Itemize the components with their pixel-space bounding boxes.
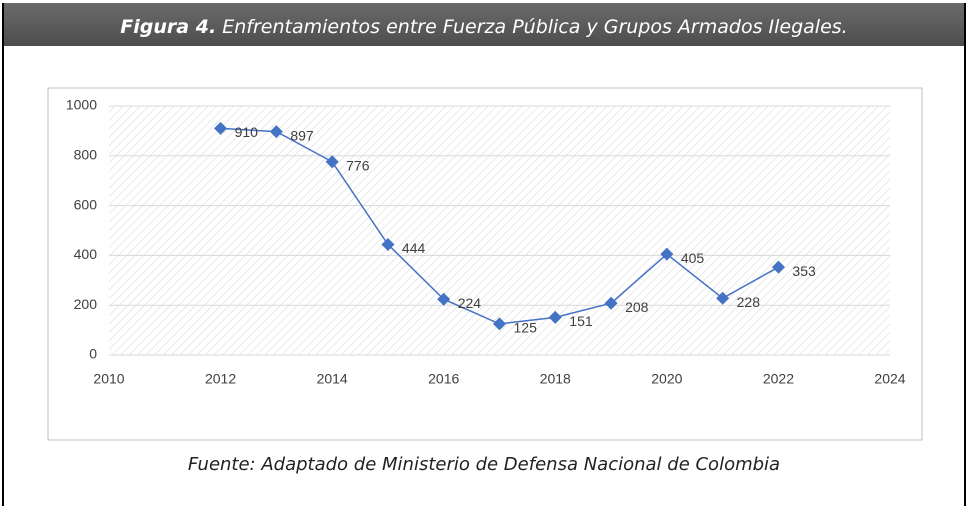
data-label: 910 [235,124,259,140]
marker [437,292,451,306]
marker [771,260,785,274]
y-tick-label: 1000 [66,97,97,113]
data-label: 151 [569,313,593,329]
chart-frame [47,87,923,441]
marker [381,237,395,251]
marker [716,291,730,305]
data-label: 776 [346,157,370,173]
x-tick-label: 2020 [651,371,682,387]
data-label: 444 [402,240,426,256]
source: Fuente: Adaptado de Ministerio de Defens… [188,454,780,475]
marker [214,121,228,135]
marker [269,125,283,139]
x-tick-label: 2022 [763,371,794,387]
data-label: 208 [625,299,649,315]
plot-area [109,106,890,355]
x-tick-label: 2018 [540,371,571,387]
title-label: Figura 4. [120,16,216,38]
x-tick-label: 2016 [428,371,459,387]
header-bar [3,3,965,46]
y-tick-label: 400 [74,246,98,262]
y-tick-label: 200 [74,296,98,312]
data-label: 224 [458,295,482,311]
y-tick-label: 600 [74,196,98,212]
data-label: 125 [514,320,538,336]
marker [548,310,562,324]
data-label: 228 [737,294,761,310]
data-label: 405 [681,250,705,266]
x-tick-label: 2010 [93,371,124,387]
x-tick-label: 2014 [317,371,348,387]
x-tick-label: 2012 [205,371,236,387]
marker [604,296,618,310]
plot: 0 200 400 600 800 1000 2010 2012 2014 2016 2018 202… [66,97,906,387]
marker [493,317,506,331]
title-text: Enfrentamientos entre Fuerza Pública y G… [222,16,847,38]
marker [325,155,339,169]
y-tick-label: 800 [74,147,98,163]
y-tick-label: 0 [89,346,97,362]
marker [660,247,674,261]
x-tick-label: 2024 [874,371,905,387]
chart-title: Figura 4. Enfrentamientos entre Fuerza P… [120,16,847,38]
data-label: 353 [792,263,816,279]
data-label: 897 [290,127,314,143]
